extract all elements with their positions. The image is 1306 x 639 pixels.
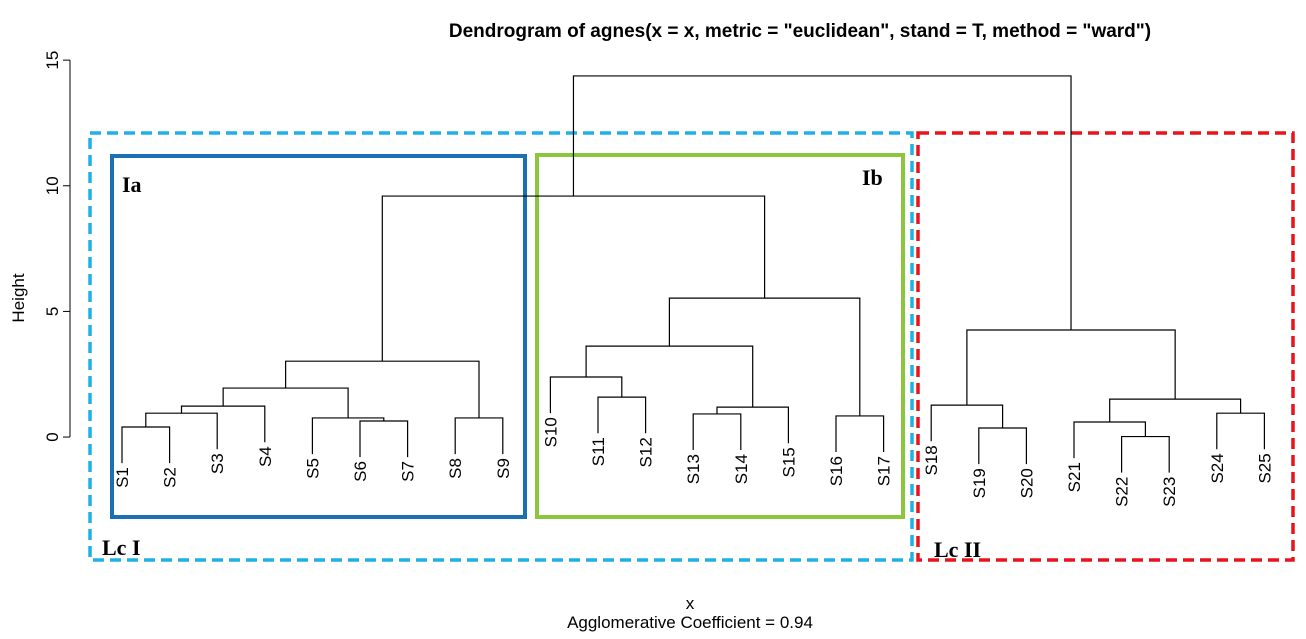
- leaf-label: S5: [303, 458, 322, 479]
- dendrogram-link: [381, 195, 766, 362]
- leaf-label: S14: [732, 454, 751, 484]
- leaf-label: S25: [1255, 453, 1274, 483]
- dendrogram-link: [359, 420, 409, 458]
- subtitle: Agglomerative Coefficient = 0.94: [567, 613, 813, 632]
- group-box: [88, 131, 914, 562]
- annotation: Ia: [122, 172, 142, 197]
- group-box: [916, 131, 1295, 562]
- leaf-label: S19: [970, 468, 989, 498]
- leaf-label: S24: [1208, 453, 1227, 483]
- annotation: Lc II: [934, 537, 981, 562]
- dendrogram-link: [1121, 435, 1170, 473]
- dendrogram-link: [572, 75, 1072, 331]
- leaf-label: S4: [256, 446, 275, 467]
- leaf-label: S16: [827, 456, 846, 486]
- dendrogram-link: [222, 387, 349, 418]
- leaf-label: S15: [779, 447, 798, 477]
- x-axis-label: x: [686, 594, 695, 613]
- dendrogram-link: [549, 376, 623, 414]
- leaf-label: S8: [446, 458, 465, 479]
- dendrogram-link: [1216, 412, 1265, 450]
- y-tick-label: 15: [43, 51, 62, 70]
- leaf-label: S12: [637, 437, 656, 467]
- dendrogram-link: [1073, 421, 1146, 459]
- chart-title: Dendrogram of agnes(x = x, metric = "euc…: [449, 21, 1151, 42]
- dendrogram-link: [285, 360, 480, 418]
- dendrogram-link: [716, 406, 789, 444]
- leaf-label: S23: [1160, 477, 1179, 507]
- dendrogram-link: [835, 415, 885, 453]
- y-tick-label: 10: [43, 176, 62, 195]
- dendrogram-link: [930, 404, 1004, 442]
- dendrogram-link: [121, 426, 171, 464]
- leaf-label: S20: [1017, 468, 1036, 498]
- leaf-label: S10: [541, 417, 560, 447]
- leaf-label: S18: [922, 445, 941, 475]
- leaf-label: S11: [589, 437, 608, 466]
- dendrogram-link: [966, 329, 1176, 406]
- y-axis-label: Height: [9, 273, 28, 322]
- leaf-label: S17: [875, 456, 894, 486]
- leaf-label: S7: [399, 461, 418, 482]
- dendrogram-link: [978, 427, 1027, 465]
- dendrogram-link: [311, 417, 385, 455]
- group-box: [535, 153, 905, 519]
- dendrogram-link: [585, 345, 754, 408]
- leaf-label: S2: [161, 467, 180, 488]
- dendrogram-link: [145, 412, 218, 450]
- leaf-label: S1: [113, 467, 132, 488]
- dendrogram-link: [454, 417, 504, 455]
- leaf-label: S3: [208, 453, 227, 474]
- annotation: Lc I: [102, 535, 141, 560]
- y-tick-label: 0: [43, 432, 62, 441]
- annotation: Ib: [862, 165, 883, 190]
- dendrogram-link: [1109, 398, 1242, 422]
- leaf-label: S21: [1065, 462, 1084, 492]
- dendrogram-link: [597, 396, 647, 434]
- leaf-label: S13: [684, 454, 703, 484]
- y-tick-label: 5: [43, 307, 62, 316]
- dendrogram-link: [692, 413, 742, 451]
- dendrogram-link: [668, 297, 861, 416]
- dendrogram-link: [180, 405, 266, 443]
- group-box: [110, 154, 527, 519]
- leaf-label: S6: [351, 461, 370, 482]
- leaf-label: S9: [494, 458, 513, 479]
- leaf-label: S22: [1113, 477, 1132, 507]
